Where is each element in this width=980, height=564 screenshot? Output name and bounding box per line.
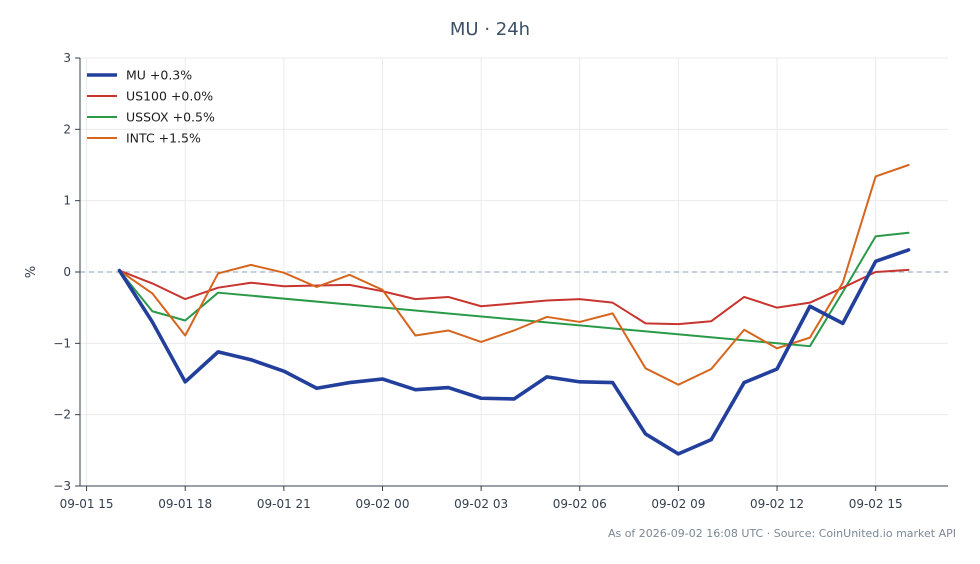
x-tick-label: 09-02 12 [750,497,804,511]
y-tick-label: −3 [53,479,71,493]
series-ussox [118,231,910,348]
series-line-ussox [118,231,910,348]
legend-label-us100: US100 +0.0% [126,89,213,104]
x-tick-label: 09-01 18 [158,497,212,511]
series-us100 [118,268,910,326]
x-tick-label: 09-01 21 [257,497,311,511]
legend-label-mu: MU +0.3% [126,68,192,83]
chart-title: MU · 24h [449,19,531,40]
y-tick-label: 1 [63,194,71,208]
x-tick-label: 09-02 00 [356,497,410,511]
x-tick-label: 09-02 06 [553,497,607,511]
y-tick-label: −2 [53,408,71,422]
legend-label-intc: INTC +1.5% [126,131,201,146]
series-intc [118,164,910,386]
series-line-mu [117,248,911,456]
y-tick-label: 2 [63,122,71,136]
series-mu [117,248,911,456]
x-tick-label: 09-02 15 [849,497,903,511]
footer-source-note: As of 2026-09-02 16:08 UTC · Source: Coi… [607,527,956,540]
series-line-us100 [118,268,910,326]
legend: MU +0.3% US100 +0.0% USSOX +0.5% INTC +1.5% [87,68,215,146]
legend-label-ussox: USSOX +0.5% [126,110,215,125]
y-tick-label: −1 [53,336,71,350]
y-tick-label: 0 [63,265,71,279]
x-tick-label: 09-02 09 [651,497,705,511]
x-tick-label: 09-01 15 [60,497,114,511]
y-tick-label: 3 [63,51,71,65]
x-tick-label: 09-02 03 [454,497,508,511]
series-line-intc [118,164,910,386]
y-axis-label: % [24,266,39,278]
